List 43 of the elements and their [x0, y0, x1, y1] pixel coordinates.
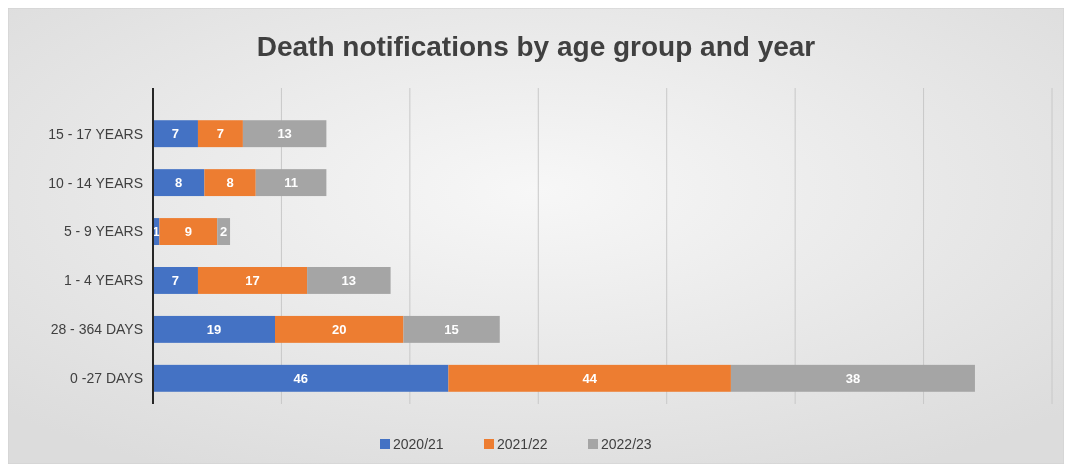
data-label: 2 [220, 224, 228, 240]
bar [153, 315, 276, 343]
bar [197, 267, 308, 294]
y-tick-label: 5 - 9 YEARS [63, 223, 143, 240]
y-tick-label: 28 - 364 DAYS [50, 321, 143, 338]
data-label: 17 [245, 273, 260, 289]
bar [403, 315, 500, 343]
data-label: 11 [284, 175, 298, 191]
y-tick-label: 1 - 4 YEARS [63, 272, 143, 289]
data-label: 44 [582, 370, 598, 386]
y-tick-label: 15 - 17 YEARS [48, 125, 143, 142]
bar [153, 169, 205, 197]
data-label: 15 [444, 321, 459, 337]
data-label: 13 [277, 126, 292, 142]
data-label: 7 [171, 126, 180, 142]
data-label: 19 [206, 321, 222, 337]
bar [730, 364, 975, 392]
bar [242, 120, 327, 148]
legend-label: 2022/23 [601, 435, 652, 452]
data-label: 20 [331, 321, 347, 337]
data-label: 7 [216, 126, 225, 142]
bar [153, 364, 449, 392]
bar [153, 267, 198, 294]
chart-title: Death notifications by age group and year [256, 31, 816, 62]
data-label: 46 [293, 370, 308, 386]
bar [275, 315, 404, 343]
bar [197, 120, 243, 148]
y-tick-label: 0 -27 DAYS [70, 370, 143, 387]
bar [255, 169, 327, 197]
data-label: 8 [175, 175, 183, 191]
bar [159, 218, 218, 245]
data-label: 9 [184, 224, 192, 240]
legend-label: 2021/22 [497, 435, 548, 452]
data-label: 38 [845, 370, 861, 386]
bar [204, 169, 256, 197]
bar [153, 120, 198, 148]
bar [448, 364, 731, 392]
data-label: 13 [341, 273, 357, 289]
legend-label: 2020/21 [393, 435, 444, 452]
y-tick-label: 10 - 14 YEARS [48, 174, 143, 191]
data-label: 8 [226, 175, 234, 191]
bar [307, 267, 391, 294]
data-label: 7 [171, 273, 180, 289]
